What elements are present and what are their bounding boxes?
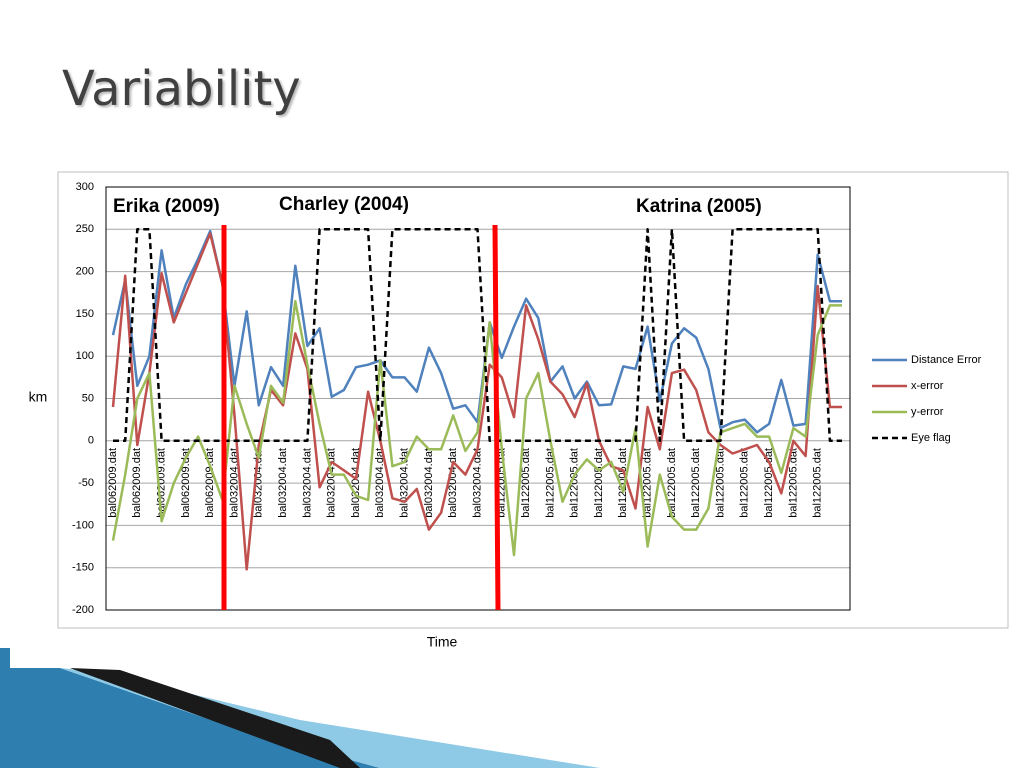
x-axis-title: Time [427,634,458,650]
x-tick-label: bal032004.dat [423,448,435,518]
decoration [0,648,600,768]
y-tick-label: 300 [76,181,94,193]
legend-label: Eye flag [911,432,951,444]
x-tick-label: bal122005.dat [812,448,824,518]
x-tick-label: bal122005.dat [617,448,629,518]
chart-frame [57,171,1009,629]
x-tick-label: bal122005.dat [593,448,605,518]
legend-label: Distance Error [911,354,982,366]
x-tick-label: bal032004.dat [277,448,289,518]
x-tick-label: bal122005.dat [569,448,581,518]
legend-label: y-error [911,406,944,418]
plot-border [105,186,851,611]
x-tick-label: bal122005.dat [787,448,799,518]
y-tick-label: 150 [76,308,94,320]
x-tick-label: bal062009.dat [156,448,168,518]
x-tick-label: bal122005.dat [520,448,532,518]
separator [492,224,501,611]
y-tick-label: 200 [76,266,94,278]
x-tick-label: bal122005.dat [714,448,726,518]
series-line [113,228,842,443]
x-tick-label: bal122005.dat [544,448,556,518]
series-line [111,232,842,571]
annotation: Erika (2009) [113,196,220,217]
x-tick-label: bal122005.dat [739,448,751,518]
x-tick-label: bal122005.dat [642,448,654,518]
x-tick-label: bal122005.dat [666,448,678,518]
x-tick-label: bal062009.dat [107,448,119,518]
y-tick-label: -100 [72,519,94,531]
y-tick-label: 50 [82,392,94,404]
y-tick-label: -50 [78,477,94,489]
x-tick-label: bal062009.dat [131,448,143,518]
y-tick-label: 0 [88,435,94,447]
x-tick-label: bal032004.dat [399,448,411,518]
x-tick-label: bal032004.dat [350,448,362,518]
legend-label: x-error [911,380,944,392]
x-tick-label: bal032004.dat [301,448,313,518]
x-tick-label: bal032004.dat [471,448,483,518]
y-tick-label: -200 [72,604,94,616]
x-tick-label: bal062009.dat [204,448,216,518]
x-tick-label: bal122005.dat [763,448,775,518]
annotation: Charley (2004) [279,194,409,215]
x-tick-label: bal122005.dat [690,448,702,518]
y-tick-label: 250 [76,223,94,235]
y-axis-title: km [29,389,48,405]
y-tick-label: -150 [72,562,94,574]
y-tick-label: 100 [76,350,94,362]
slide-title: Variability [62,61,301,117]
x-tick-label: bal032004.dat [374,448,386,518]
annotation: Katrina (2005) [636,196,762,217]
